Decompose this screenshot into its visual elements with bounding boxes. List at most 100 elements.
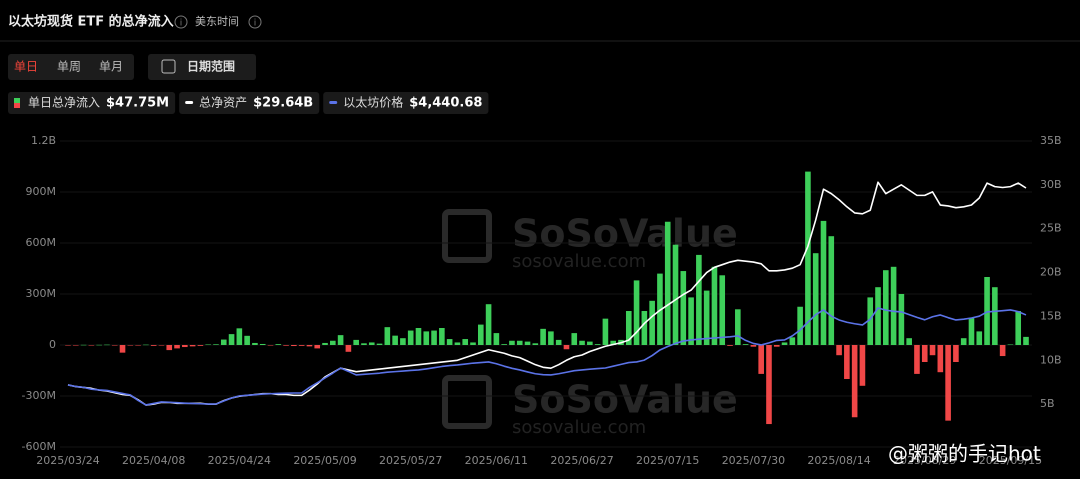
bar	[174, 345, 180, 349]
bar	[594, 344, 601, 345]
bar	[929, 345, 936, 356]
bar	[883, 270, 889, 345]
legend-chip	[8, 92, 176, 114]
bar	[415, 328, 422, 345]
y-tick-label: 1.2B	[31, 134, 56, 147]
bar	[111, 345, 118, 346]
x-tick-label: 2025/09/15	[979, 454, 1042, 467]
bar	[968, 317, 975, 345]
bar	[548, 331, 554, 345]
bar	[945, 345, 951, 421]
bar	[587, 341, 593, 345]
x-tick-label: 2025/08/14	[807, 454, 870, 467]
bar	[524, 341, 531, 345]
bar	[337, 335, 344, 345]
bar	[820, 220, 827, 345]
plot: -600M -300M 0 300M 600M 900M 1.2B 5B 10B 15B 20B 25…	[22, 134, 1062, 467]
legend-swatch	[185, 101, 194, 104]
bar	[960, 338, 967, 345]
bar	[672, 244, 679, 345]
bar	[953, 345, 959, 362]
bar	[571, 333, 578, 345]
bar	[719, 275, 726, 345]
legend-chip	[179, 92, 320, 114]
bar	[789, 337, 796, 345]
legend-value: $47.75M	[106, 96, 169, 111]
bar	[579, 340, 585, 345]
calendar-icon	[161, 59, 176, 74]
bar	[143, 344, 149, 346]
bar	[446, 339, 453, 345]
bar	[664, 221, 671, 345]
bar	[992, 287, 998, 345]
y-tick-label: 0	[49, 338, 56, 351]
bar	[999, 345, 1006, 357]
date-range-label: 日期范围	[187, 59, 235, 74]
period-button[interactable]: 单周	[57, 60, 81, 74]
x-tick-label: 2025/04/24	[208, 454, 271, 467]
bar	[680, 271, 687, 345]
x-tick-label: 2025/07/30	[722, 454, 785, 467]
period-button[interactable]: 单月	[99, 60, 123, 74]
bar	[711, 266, 718, 345]
x-tick-label: 2025/05/27	[379, 454, 442, 467]
bar	[197, 345, 204, 346]
y2-tick-label: 35B	[1040, 134, 1062, 147]
legend-swatch	[14, 98, 20, 103]
bar	[797, 306, 803, 345]
legend-label: 单日总净流入	[28, 96, 100, 110]
bar	[1023, 336, 1029, 345]
bar	[735, 309, 741, 345]
bar	[88, 345, 95, 346]
bar	[859, 345, 866, 386]
legend-item: 总净资产 $29.64B	[179, 92, 320, 114]
bar	[688, 297, 694, 345]
line	[67, 307, 1027, 406]
x-tick-label: 2025/06/27	[550, 454, 613, 467]
bar	[773, 345, 780, 347]
bar	[812, 253, 819, 345]
period-button[interactable]: 单日	[14, 60, 38, 74]
x-tick-label: 2025/08/29	[893, 454, 956, 467]
bar	[330, 340, 336, 345]
bar	[555, 339, 562, 345]
bar	[657, 273, 663, 345]
bar	[563, 345, 570, 350]
bar	[914, 345, 920, 374]
bar	[119, 345, 126, 353]
bar	[361, 343, 367, 345]
bar	[462, 339, 469, 345]
bar	[368, 342, 375, 345]
bar	[851, 345, 858, 418]
bar	[625, 311, 632, 345]
bar	[532, 343, 539, 345]
bar	[1015, 311, 1022, 345]
x-tick-label: 2025/03/24	[36, 454, 99, 467]
bar	[477, 324, 484, 345]
bar	[236, 328, 243, 345]
bar	[805, 171, 811, 345]
info-icon[interactable]	[174, 15, 188, 29]
y2-tick-label: 25B	[1040, 222, 1062, 235]
info-icon-glyph: i	[254, 19, 257, 29]
bar	[641, 311, 648, 345]
bar	[104, 344, 110, 346]
legend-swatch	[329, 101, 338, 104]
x-tick-label: 2025/06/11	[465, 454, 528, 467]
bar	[906, 338, 912, 345]
x-tick-label: 2025/05/09	[293, 454, 356, 467]
info-icon[interactable]	[248, 15, 262, 29]
bar	[182, 345, 188, 348]
y2-tick-label: 5B	[1040, 397, 1055, 410]
bar	[400, 338, 406, 345]
bar	[742, 344, 749, 345]
bar	[283, 345, 289, 346]
bar	[766, 345, 772, 425]
bar	[291, 345, 297, 347]
bar	[252, 342, 258, 345]
x-tick-label: 2025/04/08	[122, 454, 185, 467]
bar	[80, 344, 87, 346]
bar	[72, 345, 79, 346]
y-tick-label: 300M	[26, 287, 57, 300]
